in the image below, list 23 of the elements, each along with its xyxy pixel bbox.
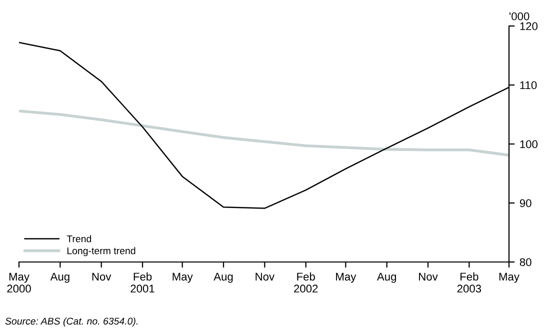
x-tick-label: Aug [214,272,233,283]
x-tick-label: May [336,272,356,283]
x-tick-label: Nov [92,272,112,281]
y-tick-label: 110 [520,81,537,90]
legend-label: Long-term trend [67,247,136,256]
x-tick-label: Feb 2001 [130,272,154,293]
y-axis-title: '000 [510,12,530,20]
x-tick-label: Nov [256,272,275,281]
x-tick-label: May [499,272,520,283]
source-note: Source: ABS (Cat. no. 6354.0). [5,317,138,327]
x-tick-label: Nov [419,272,438,281]
y-tick-label: 100 [520,140,538,148]
x-tick-label: May 2000 [7,272,31,293]
y-tick-label: 90 [520,199,532,208]
x-tick-label: Aug [376,272,396,283]
line-series [19,110,509,157]
x-tick-label: Aug [50,272,70,283]
y-tick-label: 120 [520,22,538,30]
y-tick-label: 80 [520,258,532,266]
x-tick-label: Feb 2002 [294,272,318,293]
x-tick-label: May [172,272,193,283]
legend-label: Trend [66,235,92,242]
x-tick-label: Feb 2003 [457,272,482,293]
